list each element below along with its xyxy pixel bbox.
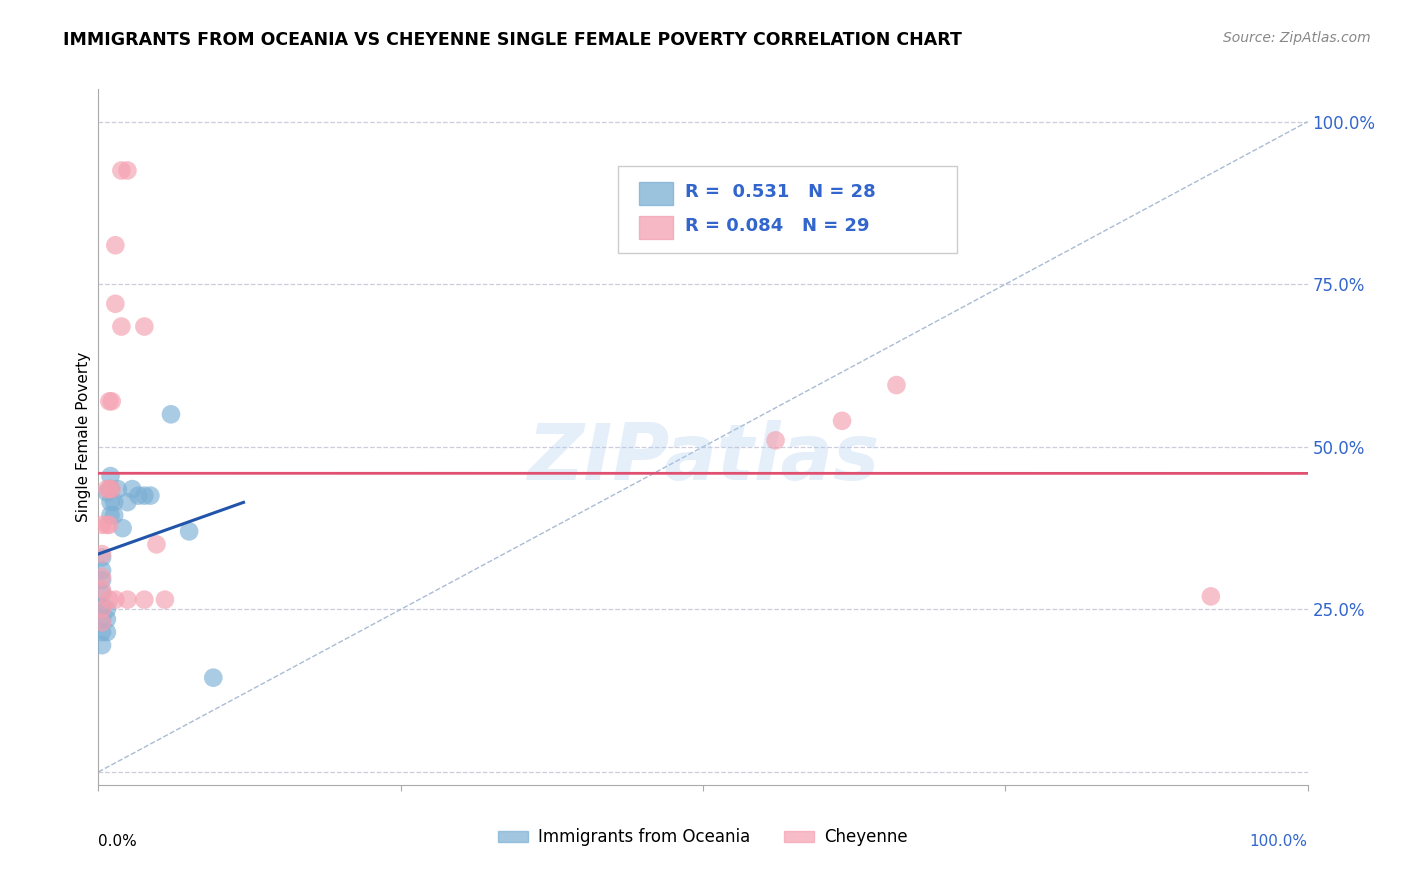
Point: [98, 482, 121, 496]
FancyBboxPatch shape: [619, 166, 957, 252]
Point: [139, 489, 162, 503]
Point: [134, 319, 156, 334]
Point: [91, 638, 114, 652]
Bar: [638, 183, 673, 205]
Point: [117, 163, 139, 178]
Point: [91, 563, 114, 577]
Point: [98, 517, 121, 532]
Point: [98, 394, 121, 409]
Point: [1199, 590, 1222, 604]
Point: [111, 521, 134, 535]
Point: [96, 625, 118, 640]
Point: [91, 625, 114, 640]
Point: [103, 495, 125, 509]
Y-axis label: Single Female Poverty: Single Female Poverty: [76, 352, 91, 522]
Point: [91, 586, 114, 600]
Point: [96, 517, 118, 532]
Point: [134, 489, 156, 503]
Point: [91, 550, 114, 565]
Point: [145, 537, 167, 551]
Point: [91, 573, 114, 587]
Text: 0.0%: 0.0%: [98, 834, 138, 848]
Point: [91, 602, 114, 616]
Point: [100, 394, 122, 409]
Point: [765, 434, 787, 448]
Text: 100.0%: 100.0%: [1250, 834, 1308, 848]
Point: [104, 238, 127, 252]
Point: [160, 407, 183, 421]
Point: [96, 485, 118, 500]
Point: [103, 508, 125, 522]
Point: [117, 592, 139, 607]
Text: R =  0.531   N = 28: R = 0.531 N = 28: [685, 183, 876, 202]
Point: [91, 517, 114, 532]
Legend: Immigrants from Oceania, Cheyenne: Immigrants from Oceania, Cheyenne: [492, 822, 914, 853]
Point: [100, 482, 122, 496]
Point: [153, 592, 176, 607]
Point: [127, 489, 149, 503]
Point: [96, 602, 118, 616]
Point: [110, 163, 132, 178]
Point: [91, 612, 114, 626]
Text: ZIPatlas: ZIPatlas: [527, 420, 879, 496]
Point: [91, 570, 114, 584]
Text: R = 0.084   N = 29: R = 0.084 N = 29: [685, 218, 869, 235]
Point: [91, 547, 114, 561]
Point: [100, 508, 122, 522]
Point: [91, 582, 114, 597]
Text: IMMIGRANTS FROM OCEANIA VS CHEYENNE SINGLE FEMALE POVERTY CORRELATION CHART: IMMIGRANTS FROM OCEANIA VS CHEYENNE SING…: [63, 31, 962, 49]
Point: [117, 495, 139, 509]
Point: [104, 297, 127, 311]
Text: Source: ZipAtlas.com: Source: ZipAtlas.com: [1223, 31, 1371, 45]
Point: [110, 319, 132, 334]
Point: [100, 469, 122, 483]
Point: [96, 612, 118, 626]
Point: [831, 414, 853, 428]
Point: [100, 495, 122, 509]
Bar: [638, 216, 673, 239]
Point: [91, 615, 114, 630]
Point: [104, 592, 127, 607]
Point: [91, 599, 114, 614]
Point: [179, 524, 201, 539]
Point: [202, 671, 225, 685]
Point: [100, 482, 122, 496]
Point: [134, 592, 156, 607]
Point: [98, 592, 121, 607]
Point: [886, 378, 908, 392]
Point: [107, 482, 129, 496]
Point: [121, 482, 143, 496]
Point: [96, 482, 118, 496]
